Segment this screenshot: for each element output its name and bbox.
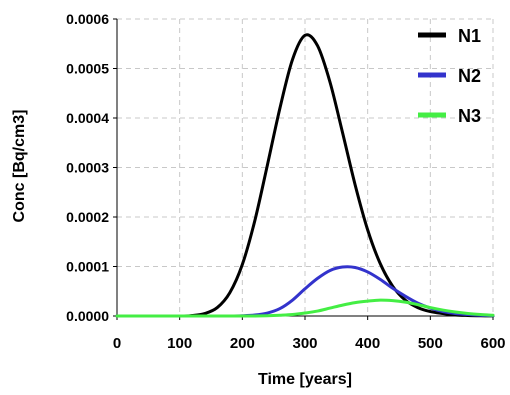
y-tick-label: 0.0000 — [66, 308, 109, 324]
x-tick-label: 400 — [355, 335, 380, 352]
x-tick-label: 0 — [113, 335, 121, 352]
x-tick-label: 600 — [480, 335, 505, 352]
y-tick-label: 0.0003 — [66, 160, 109, 176]
x-axis-label: Time [years] — [258, 371, 352, 388]
y-axis-label: Conc [Bq/cm3] — [11, 110, 28, 223]
x-tick-label: 300 — [292, 335, 317, 352]
grid — [117, 18, 494, 316]
legend-label-n1: N1 — [458, 26, 481, 46]
x-tick-label: 200 — [230, 335, 255, 352]
legend-label-n2: N2 — [458, 66, 481, 86]
y-tick-label: 0.0004 — [66, 110, 109, 126]
x-tick-label: 500 — [418, 335, 443, 352]
axes — [113, 18, 494, 320]
series-line-n3 — [115, 298, 495, 318]
y-tick-label: 0.0006 — [66, 11, 109, 27]
x-tick-label: 100 — [167, 335, 192, 352]
legend: N1 N2 N3 — [418, 26, 481, 126]
y-tick-label: 0.0001 — [66, 259, 109, 275]
series-line-n1 — [115, 33, 495, 318]
legend-label-n3: N3 — [458, 106, 481, 126]
y-tick-label: 0.0005 — [66, 61, 109, 77]
series-lines — [115, 33, 495, 318]
tick-labels: 0 100 200 300 400 500 600 0.0000 0.0001 0.0002 0.0… — [66, 11, 505, 352]
y-tick-label: 0.0002 — [66, 209, 109, 225]
